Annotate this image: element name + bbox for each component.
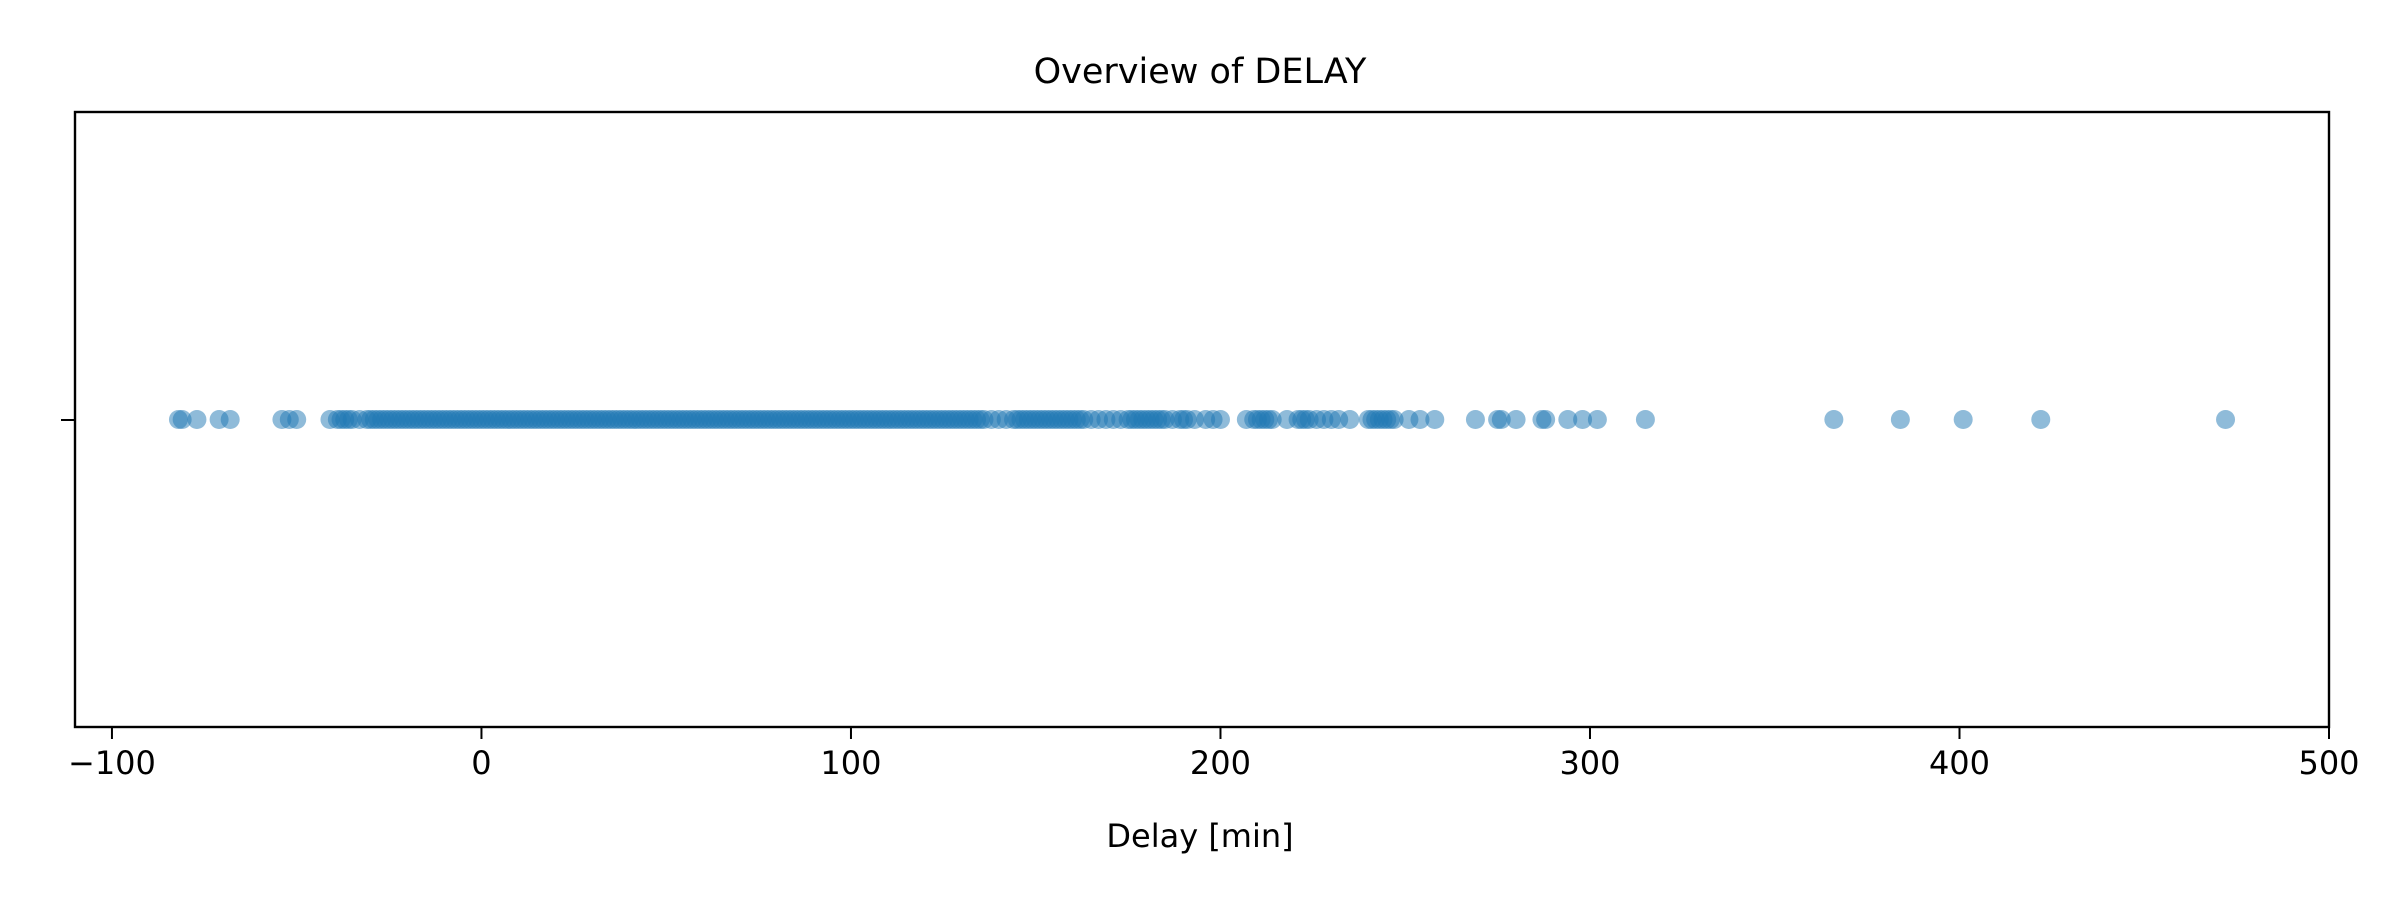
data-point [1506,410,1526,429]
data-point [1491,410,1511,429]
x-tick-label: 100 [820,744,881,782]
x-tick-label: 300 [1559,744,1620,782]
x-tick-label: 0 [471,744,491,782]
data-point [1536,410,1556,429]
data-point [287,410,307,429]
data-point [1824,410,1844,429]
data-point [1340,410,1360,429]
x-axis-label: Delay [min] [1106,817,1293,855]
data-point [1558,410,1578,429]
data-point [172,410,192,429]
data-point [1953,410,1973,429]
data-point [1425,410,1445,429]
data-point [1210,410,1230,429]
data-point [220,410,240,429]
data-point [1587,410,1607,429]
data-point [2031,410,2051,429]
data-point [1635,410,1655,429]
data-point [187,410,207,429]
x-tick-label: 400 [1929,744,1990,782]
x-tick-label: 500 [2298,744,2359,782]
x-tick-label: −100 [68,744,156,782]
points-layer [168,410,2236,429]
x-axis-ticks: −100 0 100 200 300 400 500 [68,727,2360,782]
data-point [1465,410,1485,429]
data-point [1890,410,1910,429]
chart-title: Overview of DELAY [1034,52,1367,92]
data-point [2216,410,2236,429]
data-point [1573,410,1593,429]
data-point [1410,410,1430,429]
x-tick-label: 200 [1190,744,1251,782]
data-point [1384,410,1404,429]
data-point [1262,410,1282,429]
